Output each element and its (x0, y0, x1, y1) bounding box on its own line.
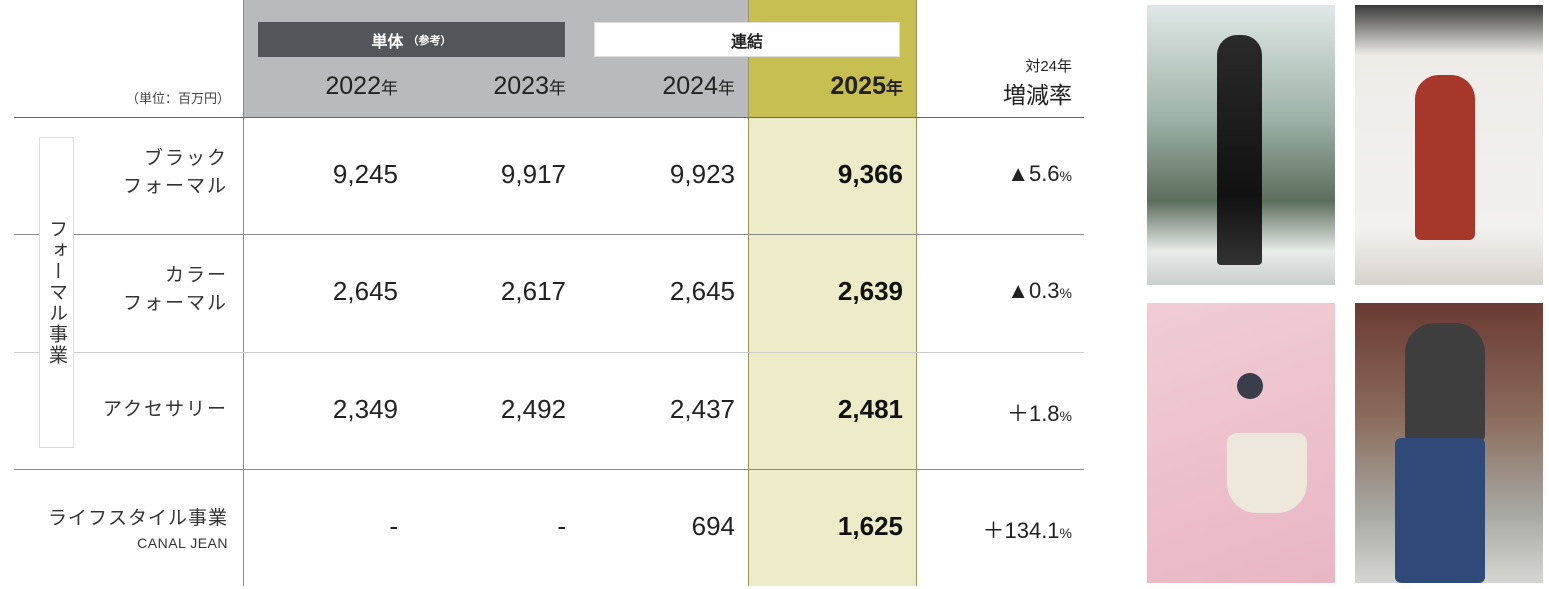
value-2025: 1,625 (837, 511, 903, 541)
header-background-standalone (243, 0, 748, 117)
row-label-sub: CANAL JEAN (137, 535, 228, 551)
change-rate-value: ▲0.3 (1007, 278, 1060, 303)
row-label-line1: ブラック (143, 148, 228, 169)
value-2022: 9,245 (332, 159, 398, 189)
value-2025: 2,639 (837, 276, 903, 306)
model-figure (1415, 75, 1475, 240)
consolidated-group-header: 連結 (594, 22, 900, 57)
value-2025: 9,366 (837, 159, 903, 189)
value-2025: 2,481 (837, 394, 903, 424)
change-rate-value: ＋1.8 (1006, 401, 1060, 426)
header-background-2025 (748, 0, 916, 117)
jeans (1395, 438, 1485, 583)
row-label-line2: フォーマル (122, 176, 228, 197)
change-rate-value: ▲5.6 (1007, 161, 1060, 186)
rate-header-line1: 対24年 (1025, 58, 1072, 75)
change-rate-value: ＋134.1 (982, 518, 1060, 543)
formal-business-group-box: フォーマル事業 (39, 137, 74, 448)
year-header-2024: 2024年 (662, 72, 735, 100)
divider (14, 352, 1084, 353)
standalone-label: 単体 (371, 33, 404, 51)
change-rate: ＋134.1% (916, 513, 1072, 545)
column-highlight-2025 (748, 117, 916, 586)
consolidated-label: 連結 (730, 33, 763, 51)
value-2024: 694 (691, 511, 735, 541)
change-rate: ＋1.8% (916, 396, 1072, 428)
change-rate-unit: % (1059, 168, 1072, 184)
divider (14, 117, 1084, 118)
row-label: ブラックフォーマル (80, 145, 228, 201)
value-2022: - (389, 511, 398, 541)
divider (748, 0, 749, 586)
change-rate-unit: % (1059, 408, 1072, 424)
standalone-group-header: 単体 （参考） (258, 22, 565, 57)
handbag (1227, 433, 1307, 513)
divider (243, 0, 244, 586)
value-2024: 2,437 (669, 394, 735, 424)
value-2023: - (557, 511, 566, 541)
year-header-2023: 2023年 (493, 72, 566, 100)
formal-business-group-label: フォーマル事業 (46, 219, 67, 366)
row-label: アクセサリー (80, 396, 228, 424)
value-2022: 2,645 (332, 276, 398, 306)
red-dress-photo (1355, 5, 1543, 285)
standalone-note: （参考） (407, 34, 452, 47)
value-2024: 9,923 (669, 159, 735, 189)
fleece-jacket-jeans-photo (1355, 303, 1543, 583)
change-rate: ▲0.3% (916, 278, 1072, 304)
jacket (1405, 323, 1485, 443)
change-rate: ▲5.6% (916, 161, 1072, 187)
rate-header-line2: 増減率 (1003, 82, 1072, 108)
row-label: カラーフォーマル (80, 262, 228, 318)
divider (916, 0, 917, 586)
year-header-2025: 2025年 (830, 72, 903, 100)
value-2022: 2,349 (332, 394, 398, 424)
black-formal-dress-photo (1147, 5, 1335, 285)
row-label-line2: フォーマル (122, 293, 228, 314)
model-figure (1217, 35, 1262, 265)
value-2024: 2,645 (669, 276, 735, 306)
row-label-line1: カラー (164, 265, 228, 286)
corsage (1237, 373, 1263, 399)
accessories-bag-photo (1147, 303, 1335, 583)
change-rate-unit: % (1059, 285, 1072, 301)
divider (14, 234, 1084, 235)
row-label: ライフスタイル事業 CANAL JEAN (14, 505, 228, 553)
divider (14, 469, 1084, 470)
row-label-main: ライフスタイル事業 (47, 508, 228, 529)
year-header-2022: 2022年 (325, 72, 398, 100)
value-2023: 2,617 (500, 276, 566, 306)
unit-label: （単位：百万円） (125, 91, 230, 106)
change-rate-unit: % (1059, 525, 1072, 541)
row-label-line1: アクセサリー (102, 399, 228, 420)
value-2023: 2,492 (500, 394, 566, 424)
value-2023: 9,917 (500, 159, 566, 189)
